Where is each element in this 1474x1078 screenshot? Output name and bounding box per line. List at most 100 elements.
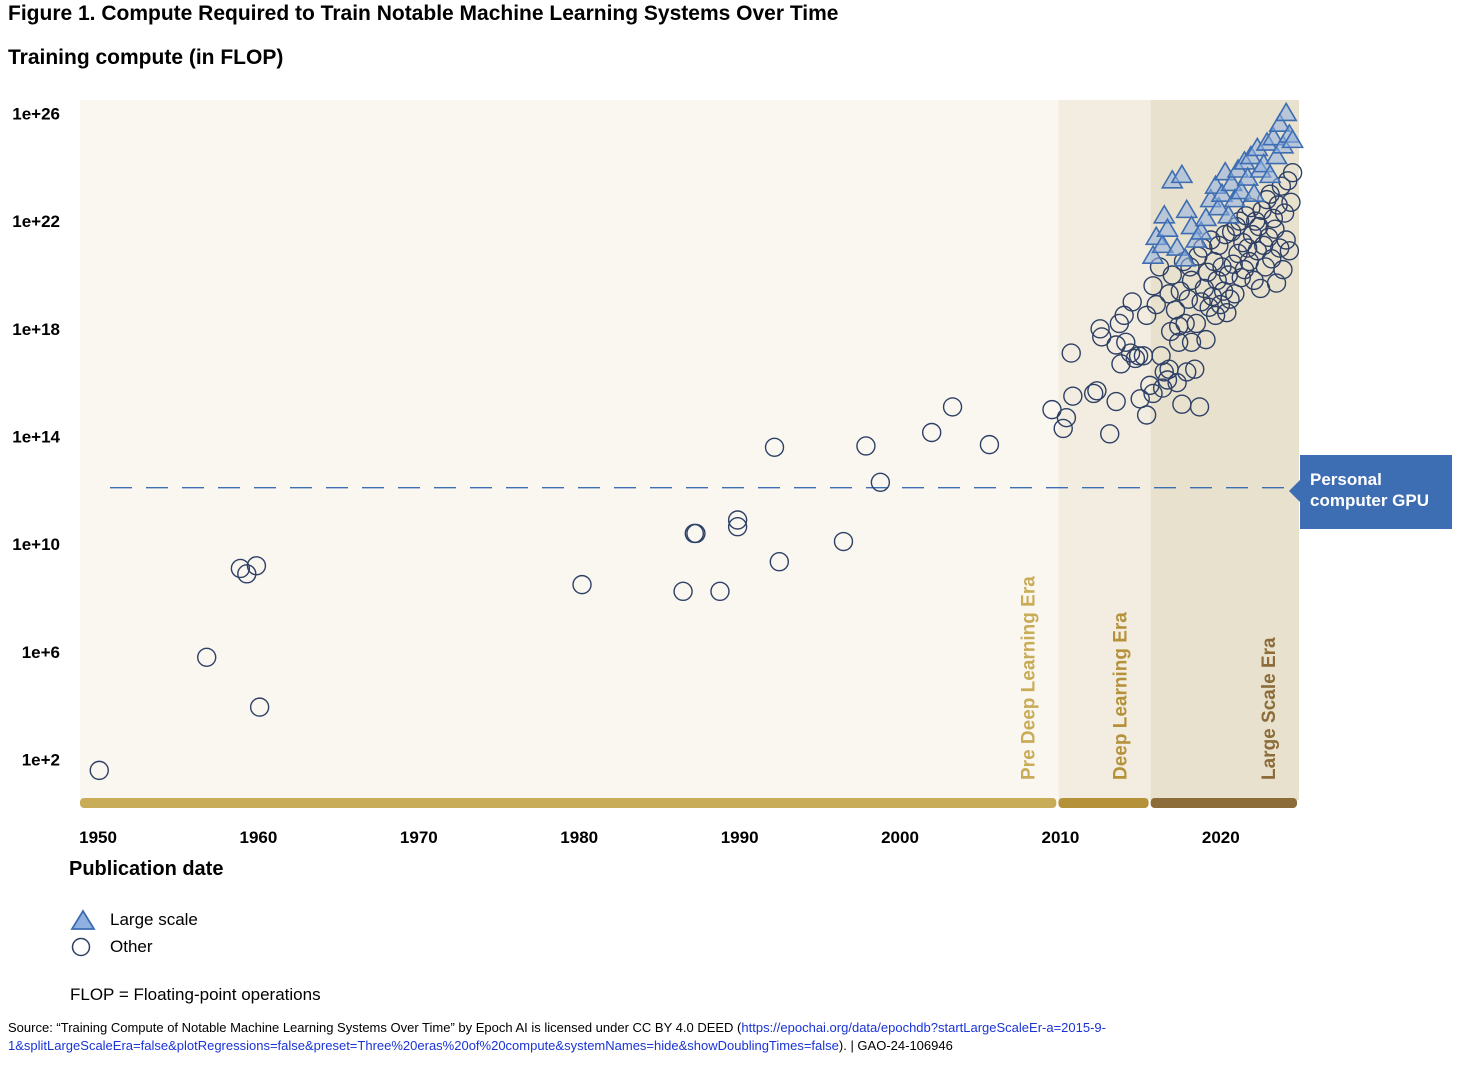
y-tick-label: 1e+22 [12,212,60,231]
x-tick-label: 1980 [560,828,598,847]
data-point-other [249,697,270,717]
data-point-other [1209,235,1229,256]
data-point-other [921,422,942,443]
data-point-other [1177,362,1197,382]
source-suffix: ). | GAO-24-106946 [838,1038,953,1053]
data-point-other [1083,383,1104,404]
data-point-other [1220,289,1240,309]
y-tick-label: 1e+18 [12,320,60,339]
data-point-other [1263,208,1284,229]
gpu-callout: Personal computer GPU [1300,455,1452,529]
data-point-other [1157,370,1178,390]
data-point-other [1178,289,1199,309]
data-point-large-scale [1229,179,1253,200]
data-point-other [1274,203,1295,223]
data-point-other [1087,381,1107,401]
data-point-other [1106,335,1126,355]
data-point-other [89,760,109,781]
data-point-large-scale [1220,171,1244,192]
x-tick-label: 2020 [1202,828,1240,847]
data-point-other [1042,399,1062,420]
legend-item-large-scale: Large scale [70,906,198,933]
data-point-other [1061,343,1081,363]
era-label: Pre Deep Learning Era [1018,576,1039,780]
x-tick-label: 1970 [400,828,438,847]
data-point-large-scale [1281,128,1304,149]
era-label: Deep Learning Era [1111,612,1132,780]
legend-item-other: Other [70,933,198,960]
data-point-other [710,581,730,602]
data-point-other [1128,346,1149,366]
data-point-other [1181,332,1202,353]
legend-label-large-scale: Large scale [110,909,198,929]
data-point-other [1165,300,1186,320]
data-point-other [1249,216,1269,237]
data-point-other [1056,407,1077,428]
data-point-other [1247,241,1267,261]
data-point-other [1169,332,1189,353]
era-bar [80,798,1057,808]
data-point-other [197,647,217,668]
data-point-other [1281,192,1301,213]
figure-title: Figure 1. Compute Required to Train Nota… [8,2,839,25]
data-point-other [1136,305,1157,326]
data-point-other [870,472,891,493]
data-point-other [1217,302,1237,323]
data-point-other [1170,281,1191,301]
era-bar [1150,798,1297,808]
data-point-other [1136,405,1157,425]
era-bar [1058,798,1149,808]
x-tick-label: 2000 [881,828,919,847]
data-point-other [1262,249,1282,269]
era-label: Large Scale Era [1259,637,1280,780]
data-point-other [942,397,963,417]
data-point-other [1143,276,1163,296]
figure-subtitle: Training compute (in FLOP) [8,46,284,69]
era-background [80,100,1059,800]
data-point-other [1162,265,1182,285]
data-point-other [1186,313,1207,334]
data-points [89,101,1304,781]
data-point-large-scale [1242,182,1266,203]
data-point-other [1116,332,1136,353]
data-point-large-scale [1141,244,1165,264]
data-point-other [1106,391,1126,412]
data-point-other [979,434,1000,455]
x-tick-label: 1960 [240,828,278,847]
data-point-other [1273,259,1293,280]
y-tick-label: 1e+14 [12,428,60,447]
data-point-other [1189,397,1210,417]
x-axis-label: Publication date [69,858,223,880]
data-point-other [1092,327,1112,347]
data-point-other [1090,319,1110,339]
data-point-other [769,552,790,572]
legend-label-other: Other [110,936,153,956]
source-text: Source: “Training Compute of Notable Mac… [8,1020,742,1035]
data-point-large-scale [1194,206,1218,227]
data-point-other [1266,273,1287,293]
data-point-other [1100,424,1120,444]
data-point-large-scale [1156,217,1179,238]
data-point-large-scale [1217,204,1240,224]
y-tick-label: 1e+26 [12,104,60,123]
data-point-other [1196,329,1216,350]
data-point-large-scale [1210,182,1234,203]
gpu-callout-pointer [1289,480,1300,502]
data-point-other [764,437,785,458]
data-point-other [1271,176,1292,196]
data-point-other [1143,383,1163,404]
x-tick-label: 1950 [79,828,117,847]
data-point-other [1265,219,1285,239]
data-point-other [1205,305,1226,326]
y-tick-label: 1e+6 [22,643,60,662]
data-point-large-scale [1207,196,1231,216]
data-point-other [230,558,251,579]
data-point-other [572,574,592,595]
source-link[interactable]: https://epochai.org/data/epochdb?startLa… [8,1020,1106,1053]
flop-footnote: FLOP = Floating-point operations [70,985,321,1004]
data-point-large-scale [1151,233,1175,254]
data-point-large-scale [1265,144,1288,165]
circle-icon [71,937,91,956]
data-point-other [1207,270,1227,291]
